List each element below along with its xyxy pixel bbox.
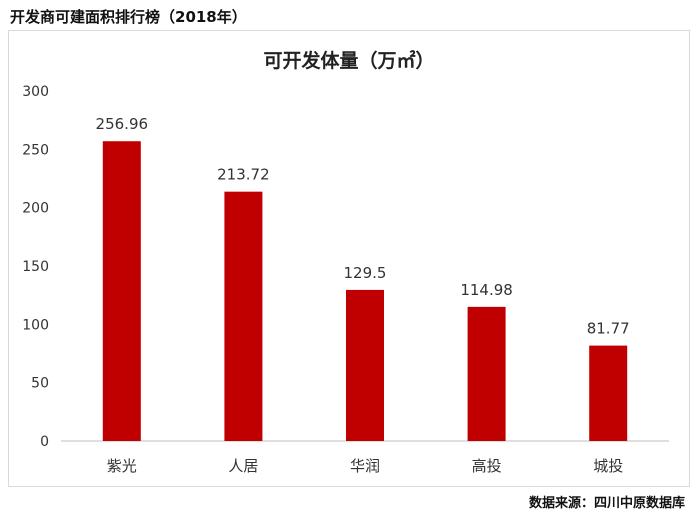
bar-0 xyxy=(102,141,141,442)
y-tick-label: 150 xyxy=(22,259,49,275)
y-tick-label: 100 xyxy=(22,317,49,333)
y-tick-label: 250 xyxy=(22,142,49,158)
category-labels: 紫光 人居 华润 高投 城投 xyxy=(107,457,623,475)
value-label-1: 213.72 xyxy=(217,166,270,184)
category-label-2: 华润 xyxy=(350,457,380,475)
value-labels: 256.96 213.72 129.5 114.98 81.77 xyxy=(96,115,630,337)
bar-2 xyxy=(346,289,384,441)
value-label-2: 129.5 xyxy=(344,264,387,282)
category-label-3: 高投 xyxy=(472,457,502,475)
category-label-1: 人居 xyxy=(228,457,258,475)
bar-1 xyxy=(224,191,263,441)
y-tick-label: 0 xyxy=(40,434,49,450)
bar-3 xyxy=(467,306,506,441)
page-title: 开发商可建面积排行榜（2018年） xyxy=(10,8,247,26)
chart-title: 可开发体量（万㎡） xyxy=(263,49,434,72)
category-label-4: 城投 xyxy=(593,457,623,475)
y-tick-label: 50 xyxy=(31,376,49,392)
value-label-0: 256.96 xyxy=(96,115,149,133)
chart-card: 可开发体量（万㎡） 0 50 100 150 200 250 300 256.96 213.7… xyxy=(8,30,690,487)
y-tick-label: 300 xyxy=(22,84,49,100)
y-axis: 0 50 100 150 200 250 300 xyxy=(22,84,49,450)
category-label-0: 紫光 xyxy=(107,457,137,475)
y-tick-label: 200 xyxy=(22,201,49,217)
bars xyxy=(102,141,628,442)
bar-chart: 可开发体量（万㎡） 0 50 100 150 200 250 300 256.96 213.7… xyxy=(22,49,669,475)
value-label-4: 81.77 xyxy=(587,320,630,338)
source-note: 数据来源：四川中原数据库 xyxy=(528,496,685,511)
bar-4 xyxy=(589,345,628,441)
value-label-3: 114.98 xyxy=(460,281,513,299)
